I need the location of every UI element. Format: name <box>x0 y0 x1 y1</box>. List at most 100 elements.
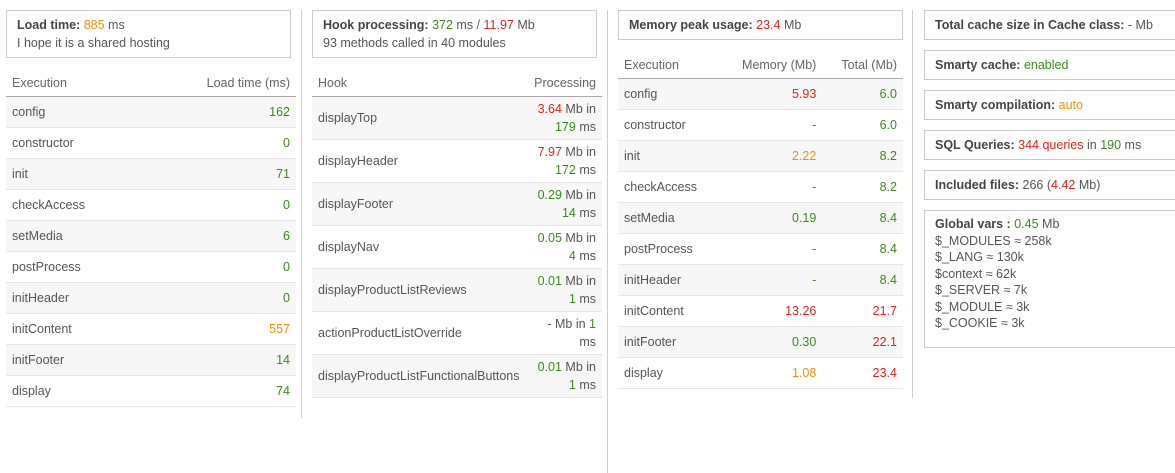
memory-header-memory: Memory (Mb) <box>719 51 823 79</box>
execution-step-name: constructor <box>6 127 143 159</box>
table-row: initFooter 14 <box>6 344 296 376</box>
execution-step-name: initHeader <box>618 264 720 296</box>
smarty-cache-value: enabled <box>1023 58 1069 72</box>
hook-processing-cell: 0.01 Mb in 1 ms <box>525 354 602 398</box>
cache-size-label: Total cache size in Cache class: <box>935 18 1125 32</box>
global-vars-list: $_MODULES ≈ 258k $_LANG ≈ 130k $context ≈ … <box>935 233 1165 332</box>
execution-step-name: initHeader <box>6 282 143 314</box>
load-time-summary-box: Load time: 885 ms I hope it is a shared … <box>6 10 291 58</box>
sql-time-unit: ms <box>1124 138 1142 152</box>
hook-name: displayProductListFunctionalButtons <box>312 354 526 398</box>
load-time-cell: 6 <box>142 220 296 252</box>
hook-time-unit: ms <box>579 378 596 392</box>
table-row: setMedia 6 <box>6 220 296 252</box>
load-time-table: Execution Load time (ms) config 162 constr… <box>6 69 296 407</box>
smarty-cache-label: Smarty cache: <box>935 58 1021 72</box>
memory-table: Execution Memory (Mb) Total (Mb) config 5… <box>618 51 903 389</box>
hook-time: 172 <box>554 163 576 177</box>
memory-cell: 2.22 <box>719 140 823 172</box>
memory-cell: 0.19 <box>719 202 823 234</box>
hook-processing-cell: 0.05 Mb in 4 ms <box>525 225 602 269</box>
table-row: init 2.22 8.2 <box>618 140 903 172</box>
hook-time: 1 <box>568 292 576 306</box>
memory-summary-box: Memory peak usage: 23.4 Mb <box>618 10 903 40</box>
hook-memory: 3.64 <box>537 102 562 116</box>
memory-peak-value: 23.4 <box>756 18 781 32</box>
table-row: displayNav 0.05 Mb in 4 ms <box>312 225 602 269</box>
hook-memory: 0.01 <box>537 360 562 374</box>
hook-table: Hook Processing displayTop 3.64 Mb in 179… <box>312 69 602 398</box>
hook-header-name: Hook <box>312 69 526 97</box>
hook-in-text: in <box>586 360 596 374</box>
memory-cell: - <box>719 171 823 203</box>
hook-memory: 0.29 <box>537 188 562 202</box>
total-memory-cell: 8.4 <box>822 233 903 265</box>
sql-queries-count: 344 queries <box>1018 138 1084 152</box>
table-row: checkAccess 0 <box>6 189 296 221</box>
sql-queries-box: SQL Queries: 344 queries in 190 ms <box>924 130 1175 160</box>
table-row: displayProductListFunctionalButtons 0.01 … <box>312 354 602 398</box>
table-row: initContent 13.26 21.7 <box>618 295 903 327</box>
hook-processing-label: Hook processing <box>323 18 425 32</box>
execution-step-name: checkAccess <box>6 189 143 221</box>
hook-time-unit: ms <box>579 335 596 349</box>
execution-step-name: config <box>6 96 143 128</box>
hook-time-value: 372 <box>432 18 453 32</box>
included-files-box: Included files: 266 (4.42 Mb) <box>924 170 1175 200</box>
hook-time: 4 <box>568 249 576 263</box>
table-row: config 5.93 6.0 <box>618 78 903 110</box>
load-time-cell: 74 <box>142 375 296 407</box>
load-time-label: Load time <box>17 18 77 32</box>
table-row: displayHeader 7.97 Mb in 172 ms <box>312 139 602 183</box>
sql-queries-label: SQL Queries: <box>935 138 1015 152</box>
global-var-item: $_SERVER ≈ 7k <box>935 283 1028 297</box>
table-row: initFooter 0.30 22.1 <box>618 326 903 358</box>
hook-memory-unit: Mb <box>565 188 583 202</box>
hook-in-text: in <box>586 274 596 288</box>
memory-cell: 13.26 <box>719 295 823 327</box>
table-row: initHeader -8.4 <box>618 264 903 296</box>
global-var-item: $_COOKIE ≈ 3k <box>935 316 1025 330</box>
hook-memory-value: 11.97 <box>483 18 514 32</box>
table-row: initHeader 0 <box>6 282 296 314</box>
hook-in-text: in <box>586 145 596 159</box>
execution-step-name: display <box>618 357 720 389</box>
load-time-cell: 0 <box>142 282 296 314</box>
global-vars-unit: Mb <box>1042 217 1060 231</box>
execution-step-name: postProcess <box>6 251 143 283</box>
load-time-cell: 71 <box>142 158 296 190</box>
table-row: display 74 <box>6 375 296 407</box>
execution-step-name: initFooter <box>618 326 720 358</box>
table-row: displayProductListReviews 0.01 Mb in 1 ms <box>312 268 602 312</box>
hook-summary-text: 93 methods called in 40 modules <box>323 36 506 50</box>
memory-peak-unit: Mb <box>783 18 802 32</box>
execution-step-name: postProcess <box>618 233 720 265</box>
table-row: actionProductListOverride - Mb in 1 ms <box>312 311 602 355</box>
included-files-size: 4.42 <box>1051 178 1076 192</box>
execution-step-name: display <box>6 375 143 407</box>
included-files-unit: Mb) <box>1078 178 1101 192</box>
table-row: init 71 <box>6 158 296 190</box>
load-time-cell: 0 <box>142 189 296 221</box>
hook-time-unit: ms <box>579 206 596 220</box>
hook-name: displayTop <box>312 96 526 140</box>
hook-memory: - <box>547 317 552 331</box>
load-time-cell: 162 <box>142 96 296 128</box>
hook-name: actionProductListOverride <box>312 311 526 355</box>
table-row: config 162 <box>6 96 296 128</box>
hook-memory-unit: Mb <box>554 317 573 331</box>
table-row: constructor -6.0 <box>618 109 903 141</box>
memory-cell: 1.08 <box>719 357 823 389</box>
hook-name: displayNav <box>312 225 526 269</box>
load-time-cell: 0 <box>142 251 296 283</box>
load-time-cell: 557 <box>142 313 296 345</box>
memory-cell: 0.30 <box>719 326 823 358</box>
hook-memory: 7.97 <box>537 145 562 159</box>
total-memory-cell: 8.4 <box>822 202 903 234</box>
smarty-compilation-value: auto <box>1058 98 1083 112</box>
hook-time-unit: ms <box>579 249 596 263</box>
load-time-cell: 0 <box>142 127 296 159</box>
hook-memory-unit: Mb <box>565 360 583 374</box>
hook-time-unit: ms / <box>456 18 481 32</box>
execution-step-name: constructor <box>618 109 720 141</box>
